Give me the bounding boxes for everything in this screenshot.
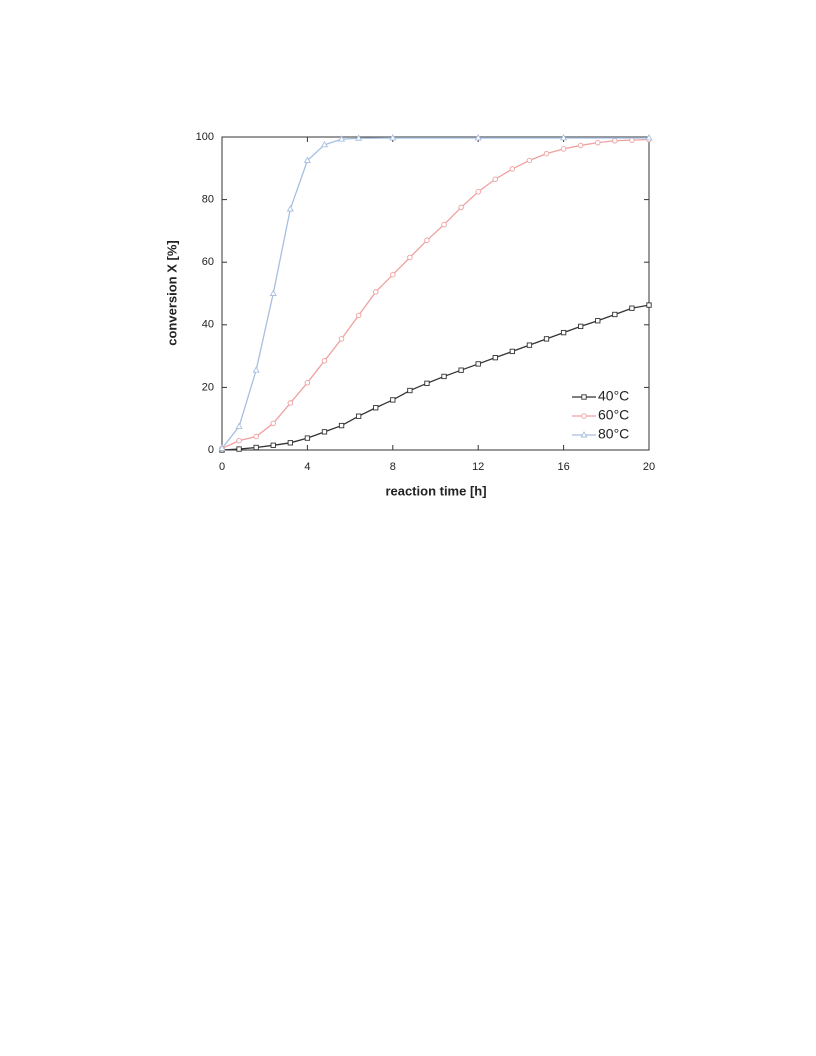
marker [560,146,567,152]
y-tick-label: 100 [196,131,214,143]
marker [321,358,328,364]
y-tick-label: 80 [202,194,214,206]
marker [407,387,413,394]
marker [492,355,498,361]
marker [389,134,397,141]
marker [441,373,447,380]
marker [304,379,311,386]
marker [612,311,618,318]
plot-frame [221,136,650,451]
marker [287,400,294,406]
legend-text: 60°C [598,407,629,423]
marker [543,336,550,342]
marker [577,142,584,149]
marker [595,139,601,146]
legend-text: 80°C [598,426,629,442]
marker [253,444,259,451]
marker [372,289,379,295]
x-tick-label: 20 [643,461,655,473]
marker [270,420,276,427]
x-tick-label: 16 [557,461,569,473]
marker [338,422,345,429]
marker [578,323,584,330]
y-tick-label: 0 [208,444,214,456]
marker [235,422,243,429]
marker [390,271,396,278]
marker [270,442,276,448]
marker [509,166,516,172]
series-line [221,304,650,451]
marker [236,437,242,444]
marker [424,380,430,386]
marker [218,444,226,451]
marker [355,312,362,319]
x-tick-label: 12 [472,461,484,473]
series-line [221,138,650,450]
x-tick-label: 4 [304,461,310,473]
legend-marker [581,413,587,419]
marker [595,318,601,324]
marker [303,156,311,163]
marker [321,429,328,435]
legend-marker [581,394,587,400]
marker [492,176,499,183]
marker [629,305,635,311]
y-tick-label: 20 [202,381,214,393]
marker [320,140,329,148]
y-axis-title: conversion X [%] [164,240,179,345]
series-line [221,137,649,449]
marker [458,367,464,373]
marker [475,361,481,367]
y-tick-label: 40 [202,319,214,331]
legend-marker [580,431,588,438]
marker [355,413,362,419]
marker [509,348,516,355]
marker [474,134,482,141]
marker [236,446,242,452]
marker [441,221,447,228]
marker [338,336,345,342]
marker [646,302,652,308]
marker [645,134,653,141]
legend-text: 40°C [598,388,629,404]
x-tick-label: 8 [390,461,396,473]
marker [253,433,259,440]
marker [252,366,260,373]
marker [390,397,396,403]
marker [526,342,533,348]
marker [543,150,550,157]
x-axis-title: reaction time [h] [385,483,486,498]
marker [337,135,346,142]
marker [458,204,464,211]
marker [560,134,568,141]
marker [304,435,311,441]
marker [407,254,413,261]
marker [424,237,430,244]
marker [526,157,533,164]
marker [560,329,567,336]
marker [475,189,481,195]
x-tick-label: 0 [219,461,225,473]
marker [612,138,618,144]
marker [286,205,294,212]
marker [373,405,379,411]
marker [269,289,277,296]
y-tick-label: 60 [202,256,214,268]
marker [355,134,363,141]
marker [287,440,293,446]
